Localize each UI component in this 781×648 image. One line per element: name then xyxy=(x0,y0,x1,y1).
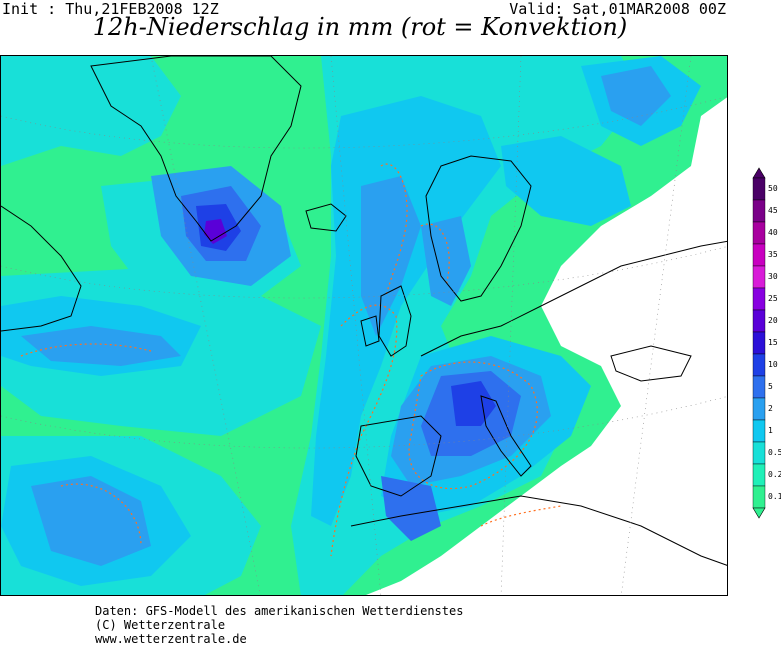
legend-swatch xyxy=(752,265,766,289)
legend-swatch xyxy=(752,177,766,201)
legend-swatch xyxy=(752,397,766,421)
footer-data-source: Daten: GFS-Modell des amerikanischen Wet… xyxy=(95,604,464,618)
legend-colorbar xyxy=(752,167,766,519)
convection-contours xyxy=(20,163,562,557)
legend-swatch xyxy=(752,309,766,333)
valid-time: Valid: Sat,01MAR2008 00Z xyxy=(509,0,726,18)
footer-credits: Daten: GFS-Modell des amerikanischen Wet… xyxy=(95,604,463,646)
legend-swatch xyxy=(752,419,766,443)
legend-level-label: 20 xyxy=(768,316,778,325)
legend-level-label: 35 xyxy=(768,250,778,259)
graticule-lines xyxy=(1,56,727,595)
legend-level-label: 5 xyxy=(768,382,773,391)
legend-swatch xyxy=(752,353,766,377)
precipitation-map xyxy=(0,55,728,596)
legend-level-label: 0.5 xyxy=(768,448,781,457)
map-title: 12h-Niederschlag in mm (rot = Konvektion… xyxy=(92,13,628,41)
legend-level-label: 25 xyxy=(768,294,778,303)
legend-level-label: 2 xyxy=(768,404,773,413)
precip-extreme-areas xyxy=(204,219,227,244)
legend-swatch xyxy=(752,243,766,267)
legend-swatch xyxy=(752,221,766,245)
legend-swatch xyxy=(752,331,766,355)
legend-level-label: 0.1 xyxy=(768,492,781,501)
legend-swatch xyxy=(752,199,766,223)
legend-swatch xyxy=(752,463,766,487)
legend-bottom-arrow xyxy=(752,507,766,519)
footer-copyright: (C) Wetterzentrale xyxy=(95,618,226,632)
legend-swatch xyxy=(752,441,766,465)
legend-level-label: 45 xyxy=(768,206,778,215)
legend-level-label: 1 xyxy=(768,426,773,435)
legend-level-label: 15 xyxy=(768,338,778,347)
legend-level-label: 0.2 xyxy=(768,470,781,479)
coastlines xyxy=(1,56,727,566)
legend-swatch xyxy=(752,375,766,399)
legend-top-arrow xyxy=(752,167,766,179)
legend-level-label: 30 xyxy=(768,272,778,281)
legend-level-label: 10 xyxy=(768,360,778,369)
legend-level-label: 40 xyxy=(768,228,778,237)
legend-swatch xyxy=(752,485,766,509)
precipitation-legend: 50 45 40 35 30 25 20 15 10 5 2 1 0.5 0.2 0.1 xyxy=(752,167,781,519)
footer-website: www.wetterzentrale.de xyxy=(95,632,247,646)
legend-swatch xyxy=(752,287,766,311)
legend-level-label: 50 xyxy=(768,184,778,193)
init-time: Init : Thu,21FEB2008 12Z xyxy=(2,0,219,18)
